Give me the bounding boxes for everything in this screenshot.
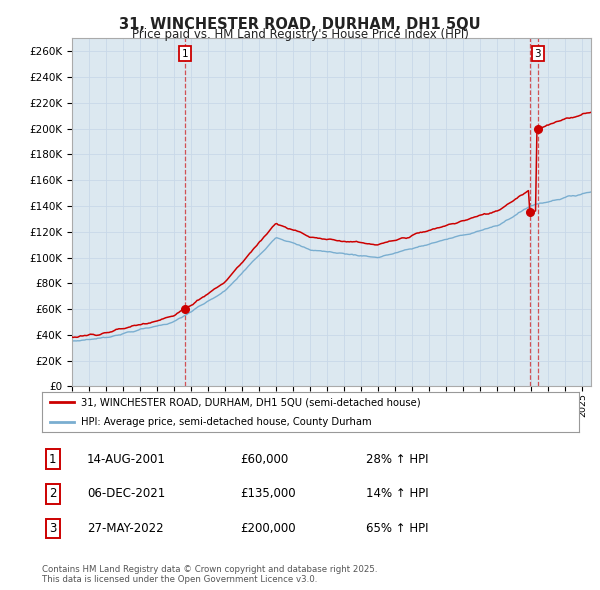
Text: 27-MAY-2022: 27-MAY-2022 bbox=[87, 522, 164, 535]
Text: 14% ↑ HPI: 14% ↑ HPI bbox=[366, 487, 428, 500]
Text: HPI: Average price, semi-detached house, County Durham: HPI: Average price, semi-detached house,… bbox=[80, 417, 371, 427]
Text: 1: 1 bbox=[49, 453, 56, 466]
Text: 28% ↑ HPI: 28% ↑ HPI bbox=[366, 453, 428, 466]
Text: 1: 1 bbox=[181, 49, 188, 59]
Text: 2: 2 bbox=[49, 487, 56, 500]
Text: £60,000: £60,000 bbox=[240, 453, 288, 466]
Text: 31, WINCHESTER ROAD, DURHAM, DH1 5QU (semi-detached house): 31, WINCHESTER ROAD, DURHAM, DH1 5QU (se… bbox=[80, 397, 420, 407]
Text: 3: 3 bbox=[535, 49, 541, 59]
Text: 65% ↑ HPI: 65% ↑ HPI bbox=[366, 522, 428, 535]
Text: Price paid vs. HM Land Registry's House Price Index (HPI): Price paid vs. HM Land Registry's House … bbox=[131, 28, 469, 41]
Text: 06-DEC-2021: 06-DEC-2021 bbox=[87, 487, 165, 500]
Text: £135,000: £135,000 bbox=[240, 487, 296, 500]
Text: 14-AUG-2001: 14-AUG-2001 bbox=[87, 453, 166, 466]
Text: £200,000: £200,000 bbox=[240, 522, 296, 535]
Text: 31, WINCHESTER ROAD, DURHAM, DH1 5QU: 31, WINCHESTER ROAD, DURHAM, DH1 5QU bbox=[119, 17, 481, 31]
Text: Contains HM Land Registry data © Crown copyright and database right 2025.
This d: Contains HM Land Registry data © Crown c… bbox=[42, 565, 377, 584]
Text: 3: 3 bbox=[49, 522, 56, 535]
